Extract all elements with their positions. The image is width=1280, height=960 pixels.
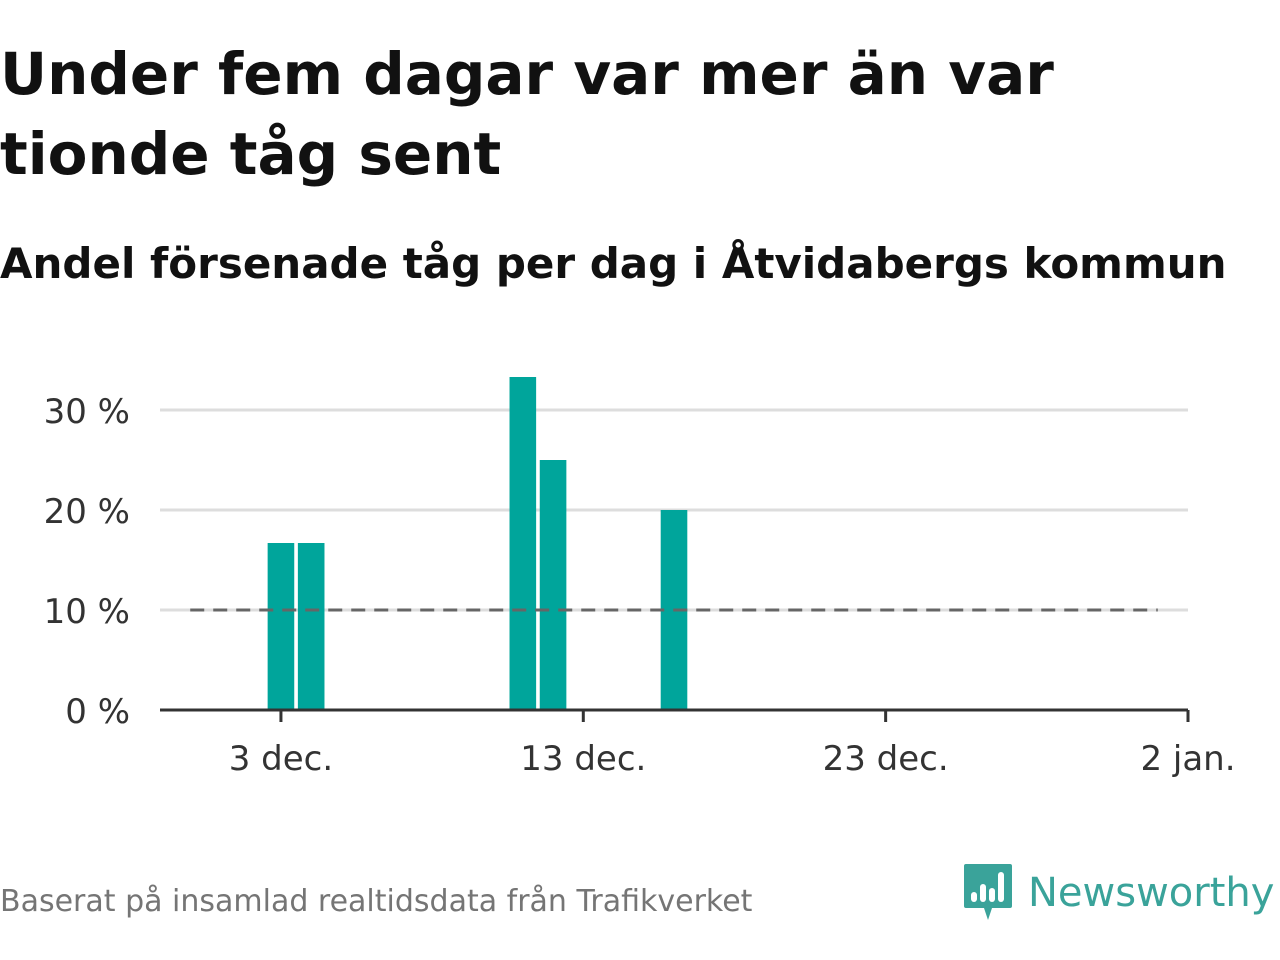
y-tick-label: 10 % bbox=[44, 592, 130, 632]
y-tick-label: 30 % bbox=[44, 392, 130, 432]
source-note: Baserat på insamlad realtidsdata från Tr… bbox=[0, 884, 753, 919]
x-tick-label: 2 jan. bbox=[1140, 739, 1235, 779]
x-axis bbox=[160, 708, 1190, 722]
chart-subtitle: Andel försenade tåg per dag i Åtvidaberg… bbox=[0, 239, 1227, 288]
chart-title: Under fem dagar var mer än var tionde tå… bbox=[0, 40, 1054, 188]
y-tick-label: 0 % bbox=[65, 692, 130, 732]
bars bbox=[267, 377, 688, 710]
x-tick-label: 3 dec. bbox=[229, 739, 333, 779]
bar bbox=[539, 460, 567, 710]
brand-logo: Newsworthy bbox=[962, 862, 1274, 924]
bar bbox=[509, 377, 537, 710]
brand-name: Newsworthy bbox=[1028, 870, 1275, 916]
y-axis-labels: 0 % 10 % 20 % 30 % bbox=[44, 392, 130, 732]
bar bbox=[267, 543, 295, 710]
bar bbox=[297, 543, 325, 710]
x-axis-labels: 3 dec. 13 dec. 23 dec. 2 jan. bbox=[229, 739, 1236, 779]
newsworthy-logo-icon bbox=[964, 864, 1012, 920]
x-tick-label: 23 dec. bbox=[823, 739, 949, 779]
x-tick-label: 13 dec. bbox=[520, 739, 646, 779]
bar-chart: 0 % 10 % 20 % 30 % 3 dec. 13 dec. 23 dec. 2 ja… bbox=[44, 377, 1236, 779]
y-tick-label: 20 % bbox=[44, 492, 130, 532]
